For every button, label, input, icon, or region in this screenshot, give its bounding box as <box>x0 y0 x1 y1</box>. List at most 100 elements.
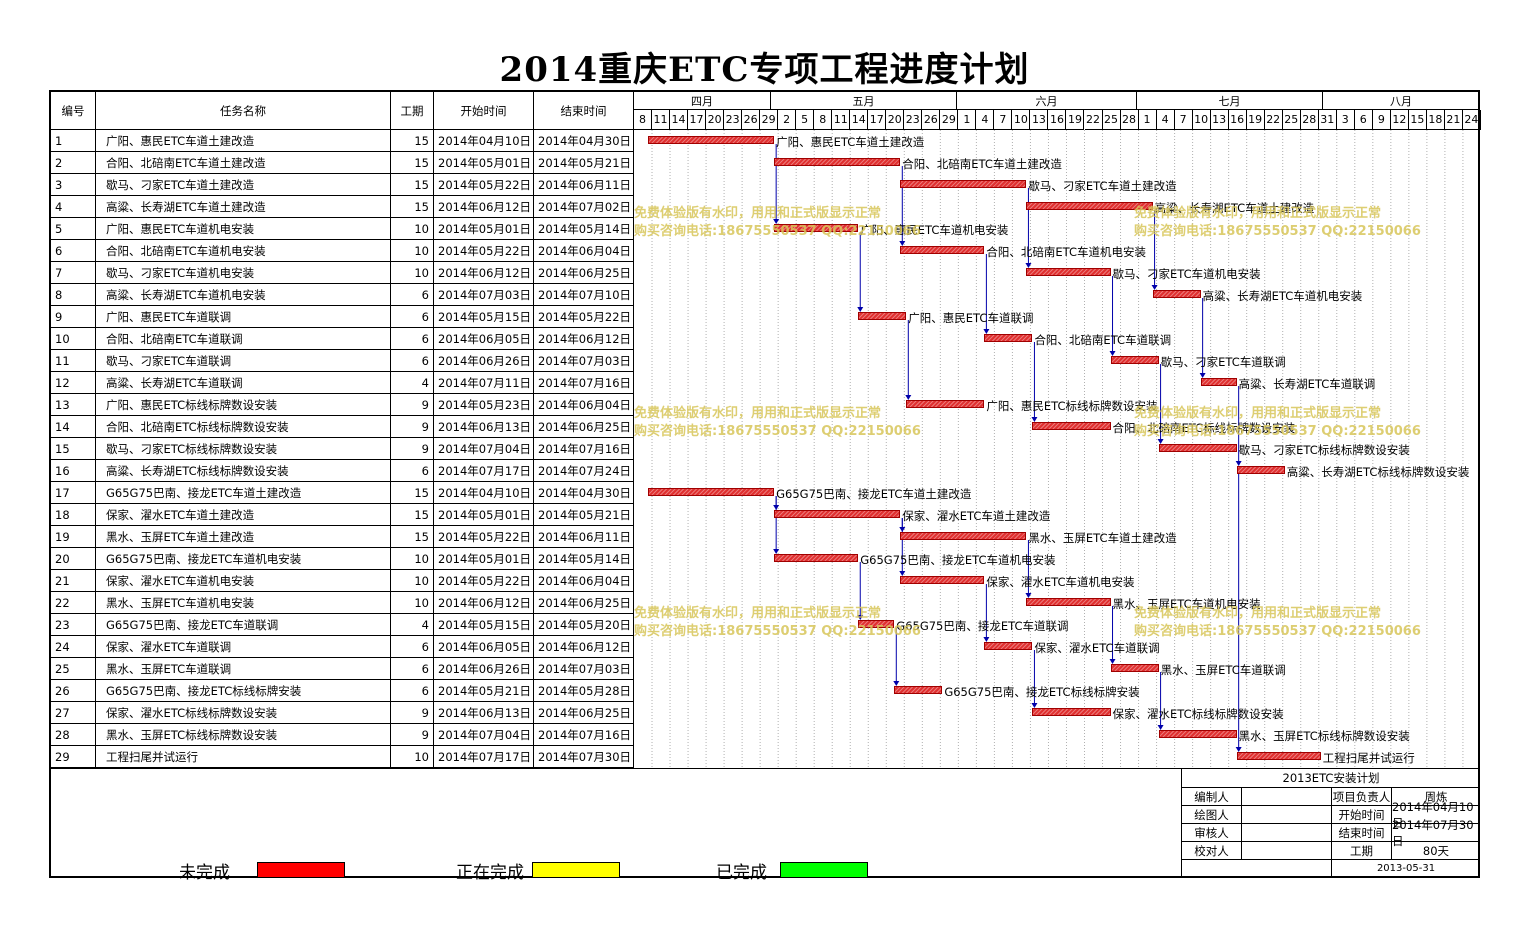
task-start-cell: 2014年04月10日 <box>434 482 534 504</box>
watermark-text: 免费体验版有水印，用用和正式版显示正常 <box>634 406 882 421</box>
task-name-cell: G65G75巴南、接龙ETC车道机电安装 <box>96 548 391 570</box>
task-start-cell: 2014年04月10日 <box>434 130 534 152</box>
task-bar[interactable] <box>774 224 859 232</box>
task-end-cell: 2014年07月16日 <box>534 724 634 746</box>
day-header: 28 <box>1120 110 1139 130</box>
watermark-text: 免费体验版有水印，用用和正式版显示正常 <box>1134 206 1382 221</box>
task-bar[interactable] <box>906 400 985 408</box>
legend-label: 已完成 <box>716 863 767 883</box>
info-k2: 开始时间 <box>1331 806 1391 824</box>
task-bar[interactable] <box>1032 708 1111 716</box>
task-name-cell: G65G75巴南、接龙ETC标线标牌安装 <box>96 680 391 702</box>
task-duration-cell: 4 <box>391 372 434 394</box>
day-header: 8 <box>814 110 833 130</box>
task-bar[interactable] <box>1158 730 1237 738</box>
task-bar[interactable] <box>900 576 985 584</box>
task-duration-cell: 15 <box>391 130 434 152</box>
task-bar[interactable] <box>1152 290 1201 298</box>
task-duration-cell: 6 <box>391 680 434 702</box>
task-bar[interactable] <box>984 334 1033 342</box>
task-id-cell: 4 <box>51 196 96 218</box>
task-id-cell: 24 <box>51 636 96 658</box>
task-bar[interactable] <box>1158 444 1237 452</box>
task-bar[interactable] <box>774 554 859 562</box>
info-v2: 2014年07月30日 <box>1391 818 1480 848</box>
task-duration-cell: 10 <box>391 570 434 592</box>
task-end-cell: 2014年07月30日 <box>534 746 634 768</box>
task-bar[interactable] <box>1026 202 1153 210</box>
task-bar[interactable] <box>774 158 901 166</box>
task-name-cell: 合阳、北碚南ETC车道机电安装 <box>96 240 391 262</box>
task-bar-label: G65G75巴南、接龙ETC标线标牌安装 <box>944 685 1140 699</box>
task-end-cell: 2014年07月10日 <box>534 284 634 306</box>
task-bar-label: 黑水、玉屏ETC车道土建改造 <box>1028 531 1177 545</box>
task-bar[interactable] <box>774 510 901 518</box>
task-name-cell: 歇马、刁家ETC标线标牌数设安装 <box>96 438 391 460</box>
task-start-cell: 2014年05月01日 <box>434 152 534 174</box>
task-name-cell: 高粱、长寿湖ETC车道联调 <box>96 372 391 394</box>
task-end-cell: 2014年06月25日 <box>534 592 634 614</box>
task-id-cell: 28 <box>51 724 96 746</box>
task-bar[interactable] <box>1110 356 1159 364</box>
task-id-cell: 1 <box>51 130 96 152</box>
task-end-cell: 2014年06月04日 <box>534 240 634 262</box>
task-bar[interactable] <box>984 642 1033 650</box>
info-k1: 审核人 <box>1181 824 1241 842</box>
task-start-cell: 2014年06月12日 <box>434 196 534 218</box>
task-bar[interactable] <box>858 620 895 628</box>
task-name-cell: 工程扫尾并试运行 <box>96 746 391 768</box>
task-duration-cell: 6 <box>391 328 434 350</box>
task-name-cell: 保家、濯水ETC标线标牌数设安装 <box>96 702 391 724</box>
task-id-cell: 15 <box>51 438 96 460</box>
header-id: 编号 <box>51 92 96 130</box>
task-bar[interactable] <box>900 180 1027 188</box>
task-start-cell: 2014年05月01日 <box>434 218 534 240</box>
day-header: 23 <box>724 110 743 130</box>
task-start-cell: 2014年07月03日 <box>434 284 534 306</box>
task-duration-cell: 9 <box>391 394 434 416</box>
info-v1 <box>1241 806 1331 824</box>
task-bar[interactable] <box>858 312 907 320</box>
task-bar-label: 保家、濯水ETC车道机电安装 <box>986 575 1135 589</box>
task-name-cell: 合阳、北碚南ETC车道联调 <box>96 328 391 350</box>
day-header: 29 <box>760 110 779 130</box>
watermark-text: 免费体验版有水印，用用和正式版显示正常 <box>1134 606 1382 621</box>
task-duration-cell: 10 <box>391 746 434 768</box>
task-duration-cell: 15 <box>391 196 434 218</box>
task-bar-label: 高粱、长寿湖ETC车道机电安装 <box>1202 289 1363 303</box>
watermark-text: 购买咨询电话:18675550537 QQ:22150066 <box>634 624 921 639</box>
task-id-cell: 25 <box>51 658 96 680</box>
watermark-text: 免费体验版有水印，用用和正式版显示正常 <box>634 606 882 621</box>
task-id-cell: 6 <box>51 240 96 262</box>
task-end-cell: 2014年07月03日 <box>534 350 634 372</box>
task-bar-label: 黑水、玉屏ETC车道机电安装 <box>1112 597 1261 611</box>
task-bar[interactable] <box>1236 466 1285 474</box>
task-end-cell: 2014年06月04日 <box>534 570 634 592</box>
task-bar[interactable] <box>648 136 775 144</box>
task-bar[interactable] <box>1026 268 1111 276</box>
task-duration-cell: 9 <box>391 416 434 438</box>
task-bar[interactable] <box>1026 598 1111 606</box>
task-bar[interactable] <box>1110 664 1159 672</box>
task-bar[interactable] <box>1032 422 1111 430</box>
day-header: 16 <box>1228 110 1247 130</box>
task-id-cell: 8 <box>51 284 96 306</box>
task-end-cell: 2014年06月11日 <box>534 526 634 548</box>
day-header: 16 <box>1048 110 1067 130</box>
task-duration-cell: 10 <box>391 262 434 284</box>
task-bar[interactable] <box>648 488 775 496</box>
task-duration-cell: 15 <box>391 504 434 526</box>
task-bar[interactable] <box>900 532 1027 540</box>
plan-title: 2013ETC安装计划 <box>1181 768 1480 788</box>
task-bar[interactable] <box>1200 378 1237 386</box>
task-end-cell: 2014年06月25日 <box>534 702 634 724</box>
task-id-cell: 26 <box>51 680 96 702</box>
legend-swatch <box>257 862 345 878</box>
task-bar[interactable] <box>1236 752 1321 760</box>
task-end-cell: 2014年04月30日 <box>534 130 634 152</box>
task-bar-label: 工程扫尾并试运行 <box>1322 751 1415 765</box>
task-bar[interactable] <box>900 246 985 254</box>
task-bar[interactable] <box>894 686 943 694</box>
task-start-cell: 2014年06月12日 <box>434 592 534 614</box>
task-start-cell: 2014年05月22日 <box>434 240 534 262</box>
